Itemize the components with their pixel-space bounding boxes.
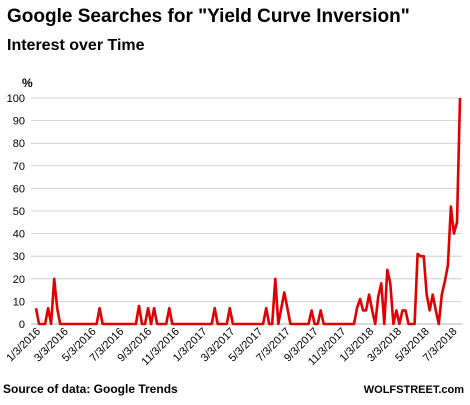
y-tick-label: 0: [19, 319, 25, 331]
brand-watermark: WOLFSTREET.com: [363, 384, 464, 396]
y-axis-label: %: [22, 76, 33, 90]
y-tick-label: 10: [13, 296, 25, 308]
y-tick-labels: 0 10 20 30 40 50 60 70 80 90 100: [7, 93, 25, 331]
chart-title: Google Searches for "Yield Curve Inversi…: [7, 6, 410, 27]
grid-lines: [31, 97, 462, 325]
y-tick-label: 20: [13, 274, 25, 286]
y-tick-label: 90: [13, 116, 25, 128]
y-tick-label: 50: [13, 206, 25, 218]
y-tick-label: 100: [7, 93, 25, 105]
series-layer: [34, 97, 462, 326]
y-tick-label: 30: [13, 251, 25, 263]
x-tick-labels: 1/3/20163/3/20165/3/20167/3/20169/3/2016…: [4, 326, 459, 369]
y-tick-label: 40: [13, 229, 25, 241]
y-tick-label: 80: [13, 138, 25, 150]
source-note: Source of data: Google Trends: [3, 382, 178, 396]
y-tick-label: 60: [13, 183, 25, 195]
chart-subtitle: Interest over Time: [7, 37, 145, 54]
series-line: [34, 97, 462, 326]
y-tick-label: 70: [13, 161, 25, 173]
